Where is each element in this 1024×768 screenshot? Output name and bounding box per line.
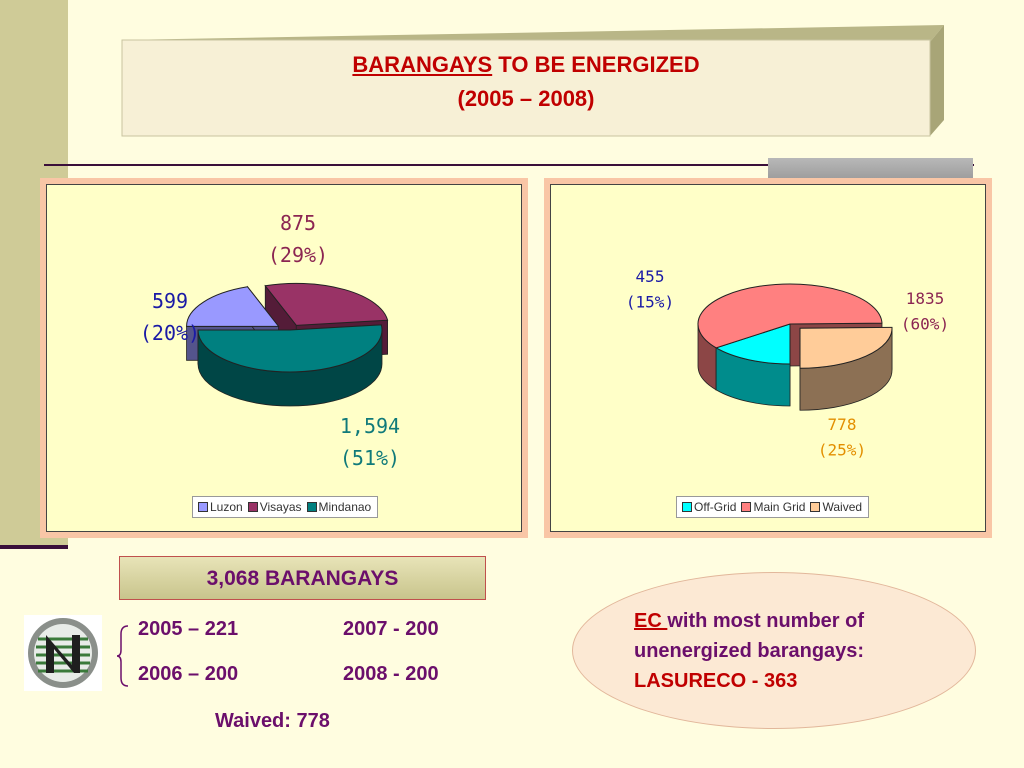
title-years: (2005 – 2008): [457, 86, 595, 111]
divider-block: [768, 158, 973, 178]
chart-panel-grid: 455 (15%) 1835 (60%) 778 (25%) Off-Grid Main G…: [544, 178, 992, 538]
chart-panel-region: 599 (20%) 875 (29%) 1,594 (51%) Luzon Visayas M…: [40, 178, 528, 538]
legend-swatch: [198, 502, 208, 512]
legend-item: Mindanao: [305, 500, 372, 514]
ec-callout-oval: [572, 572, 976, 729]
schedule-2006: 2006 – 200: [138, 663, 239, 685]
ec-callout-text: EC with most number of unenergized baran…: [634, 606, 954, 696]
pie-slice-main-grid: [697, 283, 883, 349]
total-barangays-box: 3,068 BARANGAYS: [119, 556, 486, 600]
pie-chart-grid: 455 (15%) 1835 (60%) 778 (25%): [626, 267, 949, 460]
pie-slice-luzon: [186, 286, 280, 327]
waived-total: Waived: 778: [215, 710, 330, 732]
legend-swatch: [682, 502, 692, 512]
data-label-value: 455: [636, 267, 665, 286]
legend-label: Waived: [822, 500, 863, 514]
pie-slice-waived: [799, 326, 893, 369]
ec-description: with most number of unenergized barangay…: [634, 610, 865, 662]
legend-grid: Off-Grid Main Grid Waived: [676, 496, 870, 518]
legend-item: Waived: [808, 500, 862, 514]
legend-item: Visayas: [246, 500, 302, 514]
schedule-2005: 2005 – 221: [138, 618, 239, 640]
legend-item: Luzon: [196, 500, 243, 514]
legend-region: Luzon Visayas Mindanao: [192, 496, 379, 518]
legend-label: Main Grid: [753, 500, 806, 514]
legend-label: Mindanao: [318, 500, 372, 514]
schedule-2007: 2007 - 200: [343, 618, 439, 640]
data-label-percent: (60%): [901, 315, 949, 334]
data-label-value: 1835: [906, 289, 945, 308]
data-label-value: 778: [828, 415, 857, 434]
data-label-value: 1,594: [340, 414, 400, 438]
title-word-barangays: BARANGAYS: [352, 52, 493, 77]
legend-item: Off-Grid: [680, 500, 736, 514]
ec-value: LASURECO - 363: [634, 670, 798, 692]
legend-swatch: [247, 502, 258, 512]
logo-icon: [24, 615, 102, 691]
legend-swatch: [306, 502, 317, 512]
legend-swatch: [741, 502, 752, 512]
schedule-2008: 2008 - 200: [343, 663, 439, 685]
data-label-percent: (29%): [268, 243, 328, 267]
divider-line: [44, 164, 974, 166]
legend-label: Luzon: [210, 500, 243, 514]
pie-slice-mindanao: [197, 324, 383, 373]
pie-chart-region: 599 (20%) 875 (29%) 1,594 (51%): [140, 211, 400, 470]
title-box: [121, 25, 944, 137]
ec-label: EC: [634, 610, 668, 632]
page-title: BARANGAYS TO BE ENERGIZED (2005 – 2008): [122, 48, 930, 116]
data-label-percent: (20%): [140, 321, 200, 345]
data-label-percent: (15%): [626, 293, 674, 312]
pie-slice-off-grid: [714, 323, 791, 365]
pie-slice-visayas: [264, 282, 389, 326]
left-accent-line: [0, 545, 68, 549]
legend-item: Main Grid: [739, 500, 805, 514]
brace-icon: [116, 625, 129, 687]
data-label-value: 875: [280, 211, 316, 235]
legend-label: Visayas: [259, 500, 302, 514]
data-label-percent: (25%): [818, 441, 866, 460]
data-label-percent: (51%): [340, 446, 400, 470]
legend-label: Off-Grid: [694, 500, 737, 514]
data-label-value: 599: [152, 289, 188, 313]
title-rest: TO BE ENERGIZED: [492, 52, 700, 77]
legend-swatch: [810, 502, 821, 512]
